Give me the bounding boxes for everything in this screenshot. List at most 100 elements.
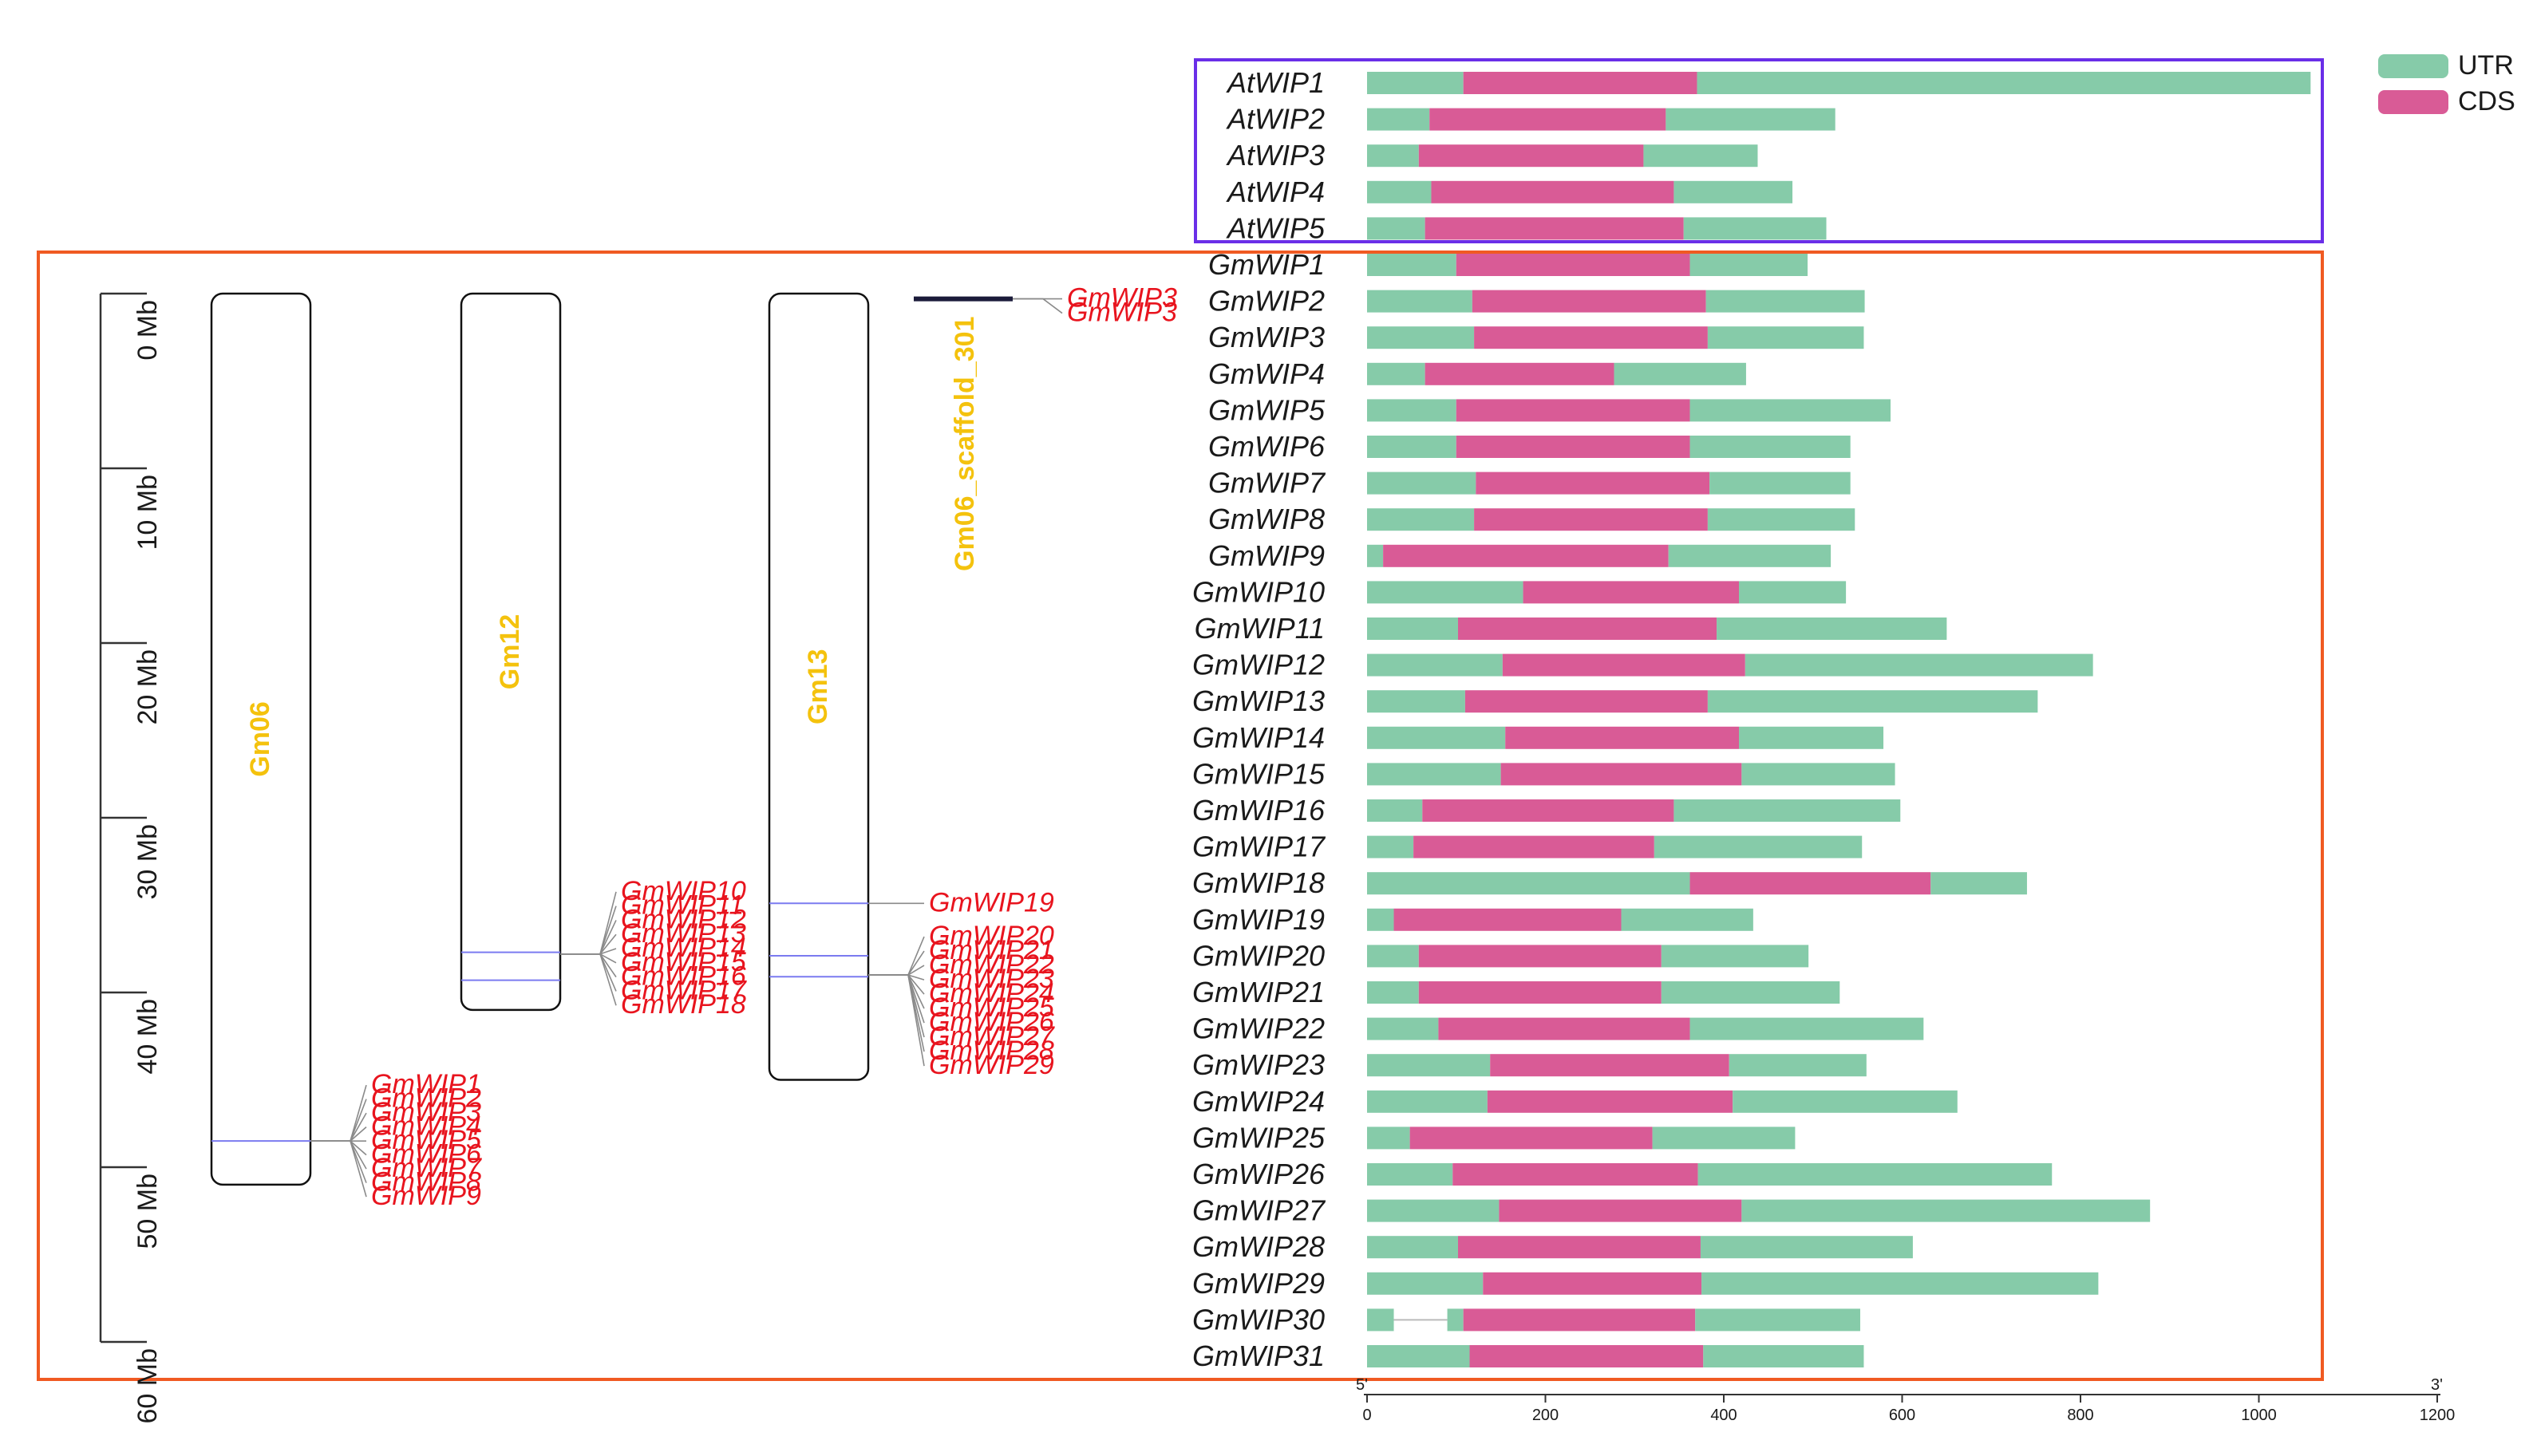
gene-row: GmWIP28 <box>1192 1230 1913 1263</box>
gene-location-label: GmWIP19 <box>929 887 1054 917</box>
scale-tick-label: 50 Mb <box>132 1174 163 1249</box>
gene-connector-line <box>310 1140 367 1198</box>
utr3-segment <box>1745 653 2093 677</box>
gene-location-label: GmWIP7 <box>371 1153 482 1183</box>
gene-location-label: GmWIP25 <box>929 992 1054 1023</box>
utr5-segment <box>1367 108 1430 131</box>
utr5-segment <box>1367 326 1475 349</box>
chromosome-gm06 <box>210 292 312 1186</box>
utr5-segment <box>1367 1017 1439 1040</box>
gene-name: GmWIP21 <box>1192 976 1325 1008</box>
utr5-segment <box>1367 1345 1470 1367</box>
gene-connector-line <box>560 953 617 1006</box>
cds-segment <box>1476 472 1710 495</box>
gene-name: GmWIP12 <box>1192 649 1325 681</box>
gene-name: GmWIP9 <box>1208 539 1325 572</box>
cds-segment <box>1418 945 1662 968</box>
gene-row: GmWIP21 <box>1192 976 1840 1008</box>
gene-row: GmWIP25 <box>1192 1121 1796 1154</box>
cds-segment <box>1490 1054 1729 1077</box>
chromosome-label: Gm12 <box>495 614 525 690</box>
utr3-segment <box>1689 399 1891 422</box>
cds-segment <box>1483 1272 1702 1295</box>
gene-connector-line <box>560 948 617 955</box>
cds-segment <box>1464 690 1708 713</box>
gene-location-label: GmWIP29 <box>929 1050 1054 1080</box>
gene-name: GmWIP11 <box>1195 612 1325 645</box>
utr5-segment <box>1367 1308 1394 1332</box>
cds-segment <box>1463 1308 1696 1332</box>
gene-row: GmWIP1 <box>1208 248 1808 281</box>
cds-segment <box>1422 799 1674 822</box>
utr5-segment <box>1367 399 1456 422</box>
gene-row: GmWIP22 <box>1192 1012 1924 1045</box>
gene-name: GmWIP20 <box>1192 939 1325 972</box>
utr3-segment <box>1697 1163 2053 1186</box>
gene-location-label: GmWIP3 <box>371 1097 481 1127</box>
gene-location-label: GmWIP22 <box>929 949 1054 980</box>
utr3-segment <box>1673 799 1901 822</box>
gene-location-label: GmWIP18 <box>621 989 746 1020</box>
utr3-segment <box>1717 618 1947 640</box>
utr5-segment <box>1367 1163 1453 1186</box>
utr5-segment <box>1367 144 1419 168</box>
chromosome-label: Gm13 <box>803 649 833 725</box>
utr3-segment <box>1666 108 1836 131</box>
gene-location-label: GmWIP13 <box>621 918 746 949</box>
cds-segment <box>1456 399 1690 422</box>
axis-tick-label: 1200 <box>2420 1407 2456 1424</box>
cds-segment <box>1418 144 1644 168</box>
gene-location-label: GmWIP27 <box>929 1021 1055 1052</box>
cds-segment <box>1499 1199 1742 1222</box>
gene-row: GmWIP15 <box>1192 757 1895 790</box>
gene-name: GmWIP7 <box>1208 467 1326 499</box>
gene-location-label: GmWIP5 <box>371 1125 481 1155</box>
gene-row: GmWIP12 <box>1192 649 2093 681</box>
gene-name: GmWIP31 <box>1192 1340 1325 1372</box>
utr5-segment <box>1367 180 1432 203</box>
cds-segment <box>1689 872 1931 895</box>
gene-row: GmWIP27 <box>1192 1194 2151 1227</box>
gene-name: GmWIP19 <box>1192 903 1325 936</box>
gene-connector-line <box>868 974 925 981</box>
utr5-segment <box>1367 290 1472 313</box>
cds-segment <box>1523 581 1739 604</box>
cds-segment <box>1452 1163 1698 1186</box>
cds-segment <box>1474 508 1708 531</box>
utr5-segment <box>1367 1272 1484 1295</box>
gene-name: GmWIP24 <box>1192 1085 1325 1118</box>
gene-row: GmWIP18 <box>1192 866 2027 899</box>
gene-name: AtWIP4 <box>1226 176 1325 208</box>
scale-tick-label: 60 Mb <box>132 1348 163 1424</box>
utr3-segment <box>1705 290 1865 313</box>
utr5-segment <box>1367 763 1501 786</box>
gene-location-label: GmWIP14 <box>621 933 746 963</box>
gene-location-label: GmWIP3 <box>1067 298 1177 328</box>
gene-row: GmWIP16 <box>1192 794 1901 827</box>
utr3-segment <box>1654 835 1863 858</box>
gene-row: GmWIP2 <box>1208 285 1865 318</box>
utr5-segment <box>1367 1090 1488 1113</box>
gene-connector-line <box>868 974 925 1067</box>
gene-name: GmWIP4 <box>1208 357 1325 390</box>
gene-row: GmWIP31 <box>1192 1340 1864 1372</box>
utr3-segment <box>1689 436 1851 458</box>
utr5-segment <box>1367 799 1423 822</box>
gene-location-label: GmWIP17 <box>621 975 747 1005</box>
legend-cds-label: CDS <box>2458 86 2515 116</box>
legend: UTR CDS <box>2378 50 2515 116</box>
axis-end-label: 3' <box>2431 1376 2443 1394</box>
gene-row: GmWIP3 <box>1208 321 1864 353</box>
legend-utr-label: UTR <box>2458 50 2514 81</box>
gene-row: GmWIP17 <box>1192 831 1863 863</box>
axis-start-label: 5' <box>1356 1376 1368 1394</box>
gene-row: GmWIP7 <box>1208 467 1851 499</box>
utr5-segment <box>1367 835 1414 858</box>
utr3-segment <box>1733 1090 1958 1113</box>
utr5-segment <box>1367 436 1456 458</box>
cds-segment <box>1457 1236 1701 1259</box>
utr5-segment <box>1367 872 1690 895</box>
axis-tick-label: 200 <box>1532 1407 1559 1424</box>
utr5-segment <box>1367 72 1464 94</box>
gene-name: GmWIP29 <box>1192 1267 1325 1300</box>
